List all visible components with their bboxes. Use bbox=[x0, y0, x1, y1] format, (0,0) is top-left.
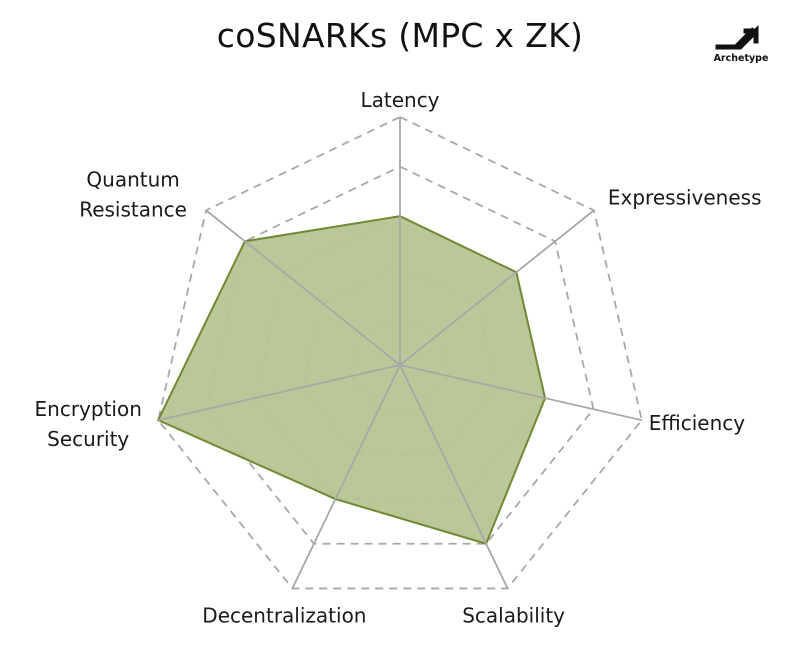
chart-title: coSNARKs (MPC x ZK) bbox=[216, 16, 584, 55]
axis-label-line: Efficiency bbox=[649, 411, 746, 435]
axis-label-decentralization: Decentralization bbox=[202, 603, 366, 627]
axis-label-line: Security bbox=[47, 427, 129, 451]
axis-label-line: Resistance bbox=[79, 197, 187, 221]
spoke-scalability bbox=[399, 364, 509, 589]
axis-label-line: Scalability bbox=[462, 603, 565, 627]
grid-ring-4 bbox=[205, 165, 595, 545]
logo-text: Archetype bbox=[713, 53, 769, 64]
axis-label-line: Decentralization bbox=[202, 603, 366, 627]
spoke-encryption-security bbox=[158, 364, 401, 422]
axis-label-line: Expressiveness bbox=[608, 185, 762, 209]
axis-label-scalability: Scalability bbox=[462, 603, 565, 627]
axis-labels: Latency Expressiveness Efficiency Scalabili… bbox=[35, 88, 762, 627]
spoke-decentralization bbox=[291, 364, 401, 589]
radar-area bbox=[156, 215, 547, 545]
spoke-quantum-resistance bbox=[205, 209, 401, 366]
archetype-logo: Archetype bbox=[706, 22, 776, 68]
archetype-arrow-logo-icon bbox=[715, 24, 759, 50]
axis-label-expressiveness: Expressiveness bbox=[608, 185, 762, 209]
radar-series bbox=[156, 215, 547, 545]
axis-label-line: Latency bbox=[360, 88, 439, 112]
axis-label-line: Quantum bbox=[86, 167, 179, 191]
axis-label-quantum-resistance: Quantum Resistance bbox=[79, 167, 187, 221]
axis-label-efficiency: Efficiency bbox=[649, 411, 746, 435]
spoke-efficiency bbox=[399, 364, 642, 422]
axis-label-latency: Latency bbox=[360, 88, 439, 112]
radar-spokes bbox=[158, 117, 642, 589]
axis-label-line: Encryption bbox=[35, 397, 142, 421]
axis-label-encryption-security: Encryption Security bbox=[35, 397, 142, 451]
spoke-expressiveness bbox=[399, 209, 595, 366]
